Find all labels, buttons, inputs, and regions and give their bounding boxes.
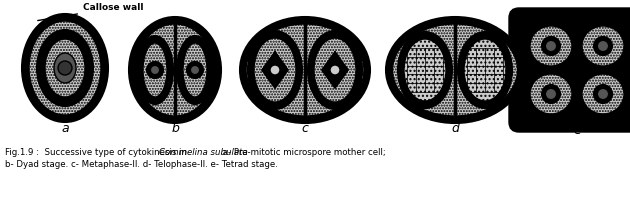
Circle shape xyxy=(597,88,609,100)
Circle shape xyxy=(597,40,609,52)
Circle shape xyxy=(594,37,612,55)
Circle shape xyxy=(150,65,160,75)
Circle shape xyxy=(270,65,280,75)
Ellipse shape xyxy=(464,39,506,101)
Text: b- Dyad stage. c- Metaphase-II. d- Telophase-II. e- Tetrad stage.: b- Dyad stage. c- Metaphase-II. d- Telop… xyxy=(5,160,278,169)
Ellipse shape xyxy=(177,36,213,104)
Ellipse shape xyxy=(254,38,296,102)
Circle shape xyxy=(190,65,200,75)
Ellipse shape xyxy=(29,21,101,115)
Ellipse shape xyxy=(530,74,572,114)
Ellipse shape xyxy=(398,32,452,108)
Circle shape xyxy=(330,65,340,75)
Ellipse shape xyxy=(530,26,572,66)
Ellipse shape xyxy=(137,36,173,104)
Text: Callose wall: Callose wall xyxy=(38,4,144,21)
Ellipse shape xyxy=(143,43,167,97)
Ellipse shape xyxy=(308,31,362,109)
Text: Fig.1.9 :  Successive type of cytokinesis in: Fig.1.9 : Successive type of cytokinesis… xyxy=(5,148,190,157)
Ellipse shape xyxy=(45,39,85,97)
Ellipse shape xyxy=(458,32,512,108)
Ellipse shape xyxy=(37,30,93,106)
Ellipse shape xyxy=(136,24,214,116)
Circle shape xyxy=(545,40,557,52)
Circle shape xyxy=(542,37,560,55)
Ellipse shape xyxy=(386,17,524,123)
Text: a- Pre-mitotic microspore mother cell;: a- Pre-mitotic microspore mother cell; xyxy=(220,148,386,157)
Ellipse shape xyxy=(183,43,207,97)
Text: d: d xyxy=(451,122,459,134)
Ellipse shape xyxy=(129,17,221,123)
Polygon shape xyxy=(262,52,288,88)
Ellipse shape xyxy=(392,24,517,116)
Text: b: b xyxy=(171,122,179,134)
Ellipse shape xyxy=(248,31,302,109)
Circle shape xyxy=(545,88,557,100)
Ellipse shape xyxy=(314,38,356,102)
Polygon shape xyxy=(322,52,348,88)
Circle shape xyxy=(187,62,203,78)
Ellipse shape xyxy=(246,24,364,116)
Circle shape xyxy=(542,85,560,103)
Circle shape xyxy=(594,85,612,103)
Text: e: e xyxy=(573,123,581,136)
Circle shape xyxy=(147,62,163,78)
Ellipse shape xyxy=(582,26,624,66)
Ellipse shape xyxy=(54,53,76,83)
Ellipse shape xyxy=(404,39,446,101)
FancyBboxPatch shape xyxy=(509,8,630,132)
Text: Commelina subulata: Commelina subulata xyxy=(159,148,248,157)
Circle shape xyxy=(58,61,72,75)
Text: c: c xyxy=(302,122,309,134)
Text: a: a xyxy=(61,122,69,134)
Ellipse shape xyxy=(240,17,370,123)
Ellipse shape xyxy=(22,14,108,122)
Ellipse shape xyxy=(582,74,624,114)
